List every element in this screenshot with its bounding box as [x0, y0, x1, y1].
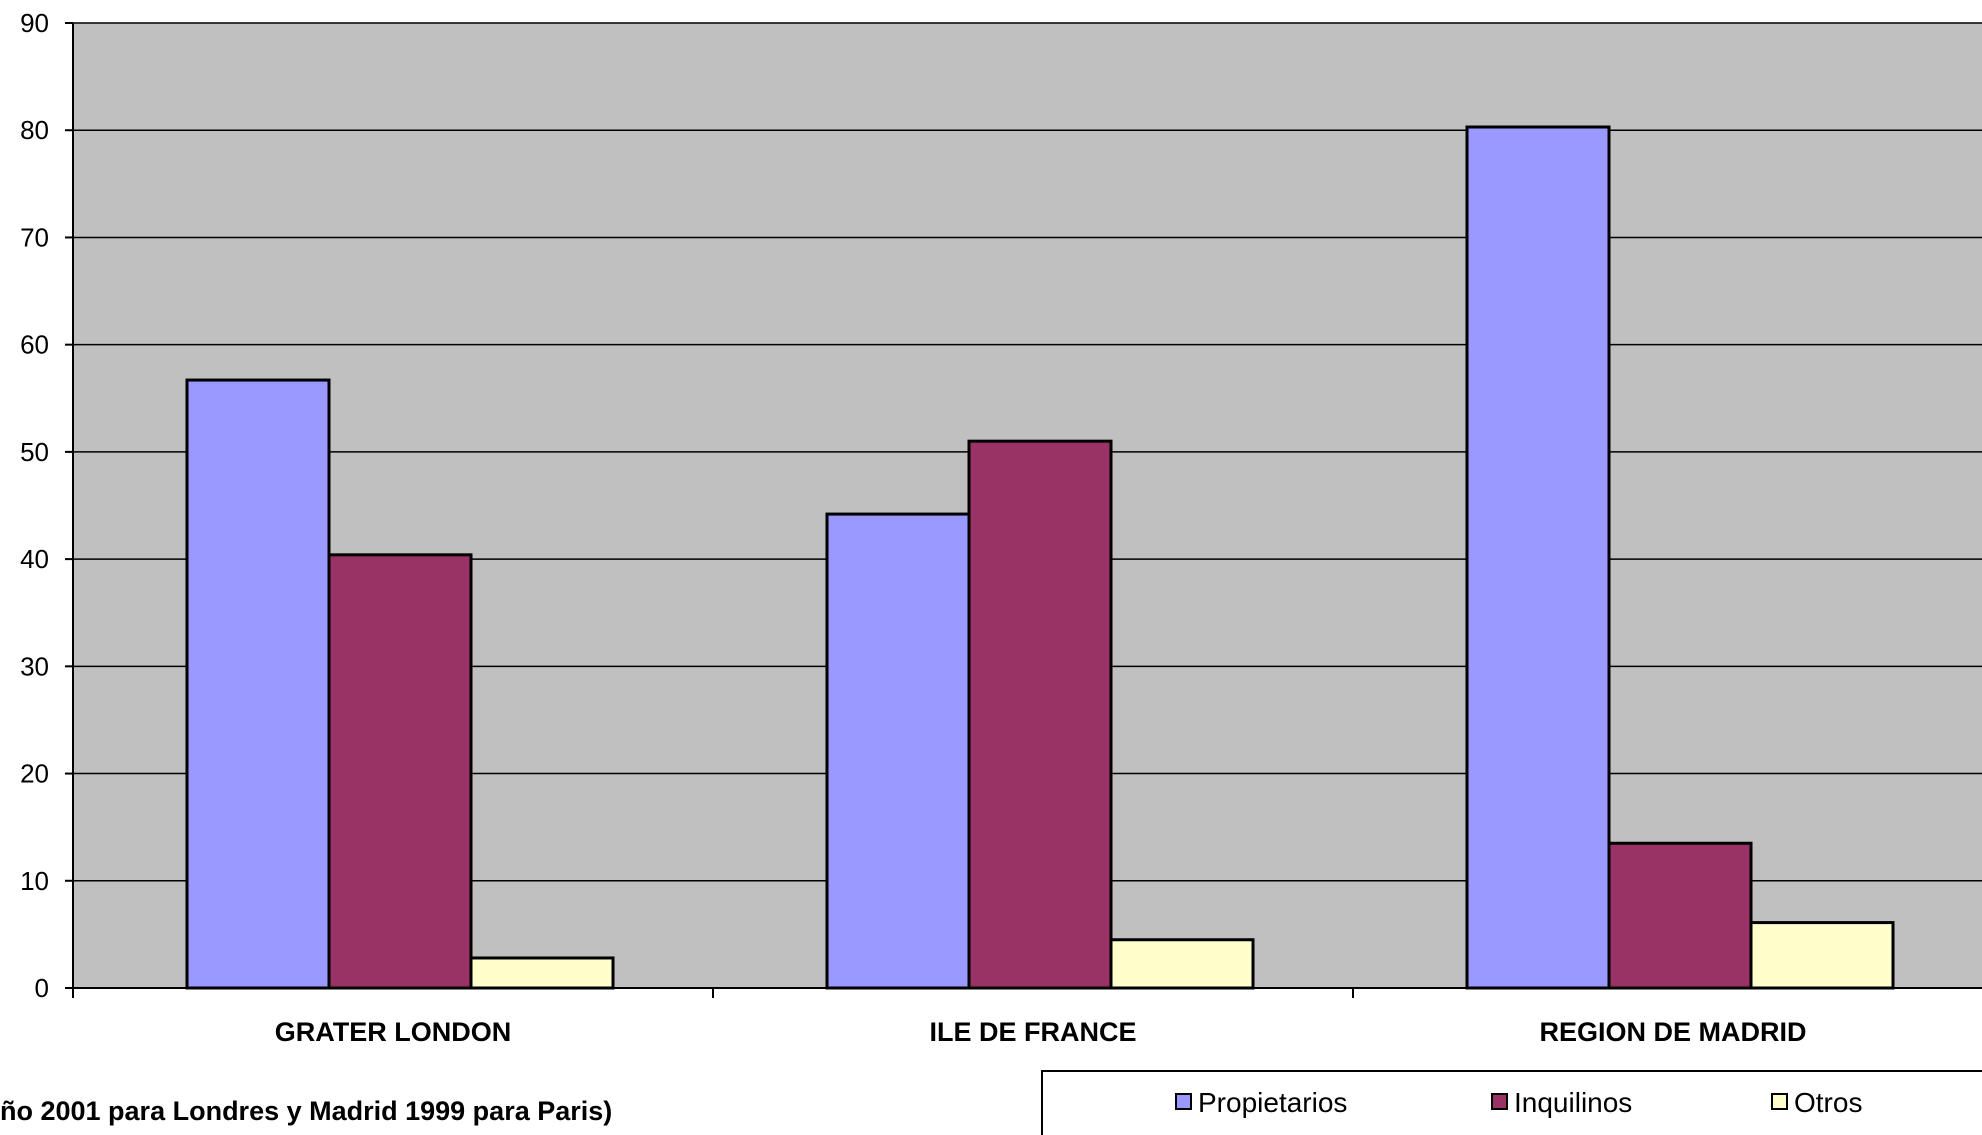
axes [72, 23, 1982, 998]
bar-propietarios-2 [1465, 125, 1611, 990]
y-tick-label: 40 [20, 544, 49, 574]
legend-swatch-inquilinos [1491, 1093, 1508, 1110]
y-tick-label: 90 [20, 8, 49, 38]
legend-label-propietarios: Propietarios [1198, 1087, 1347, 1118]
x-tick-label: GRATER LONDON [275, 1017, 512, 1047]
bar-inquilinos-0 [327, 553, 473, 990]
bar-otros-0 [469, 956, 615, 990]
category-labels: GRATER LONDON ILE DE FRANCE REGION DE MADR… [275, 1017, 1807, 1047]
legend-swatch-otros [1771, 1093, 1788, 1110]
y-tick-label: 30 [20, 651, 49, 681]
bar-propietarios-0 [185, 378, 331, 990]
x-tick-label: REGION DE MADRID [1539, 1017, 1806, 1047]
y-tick-label: 20 [20, 759, 49, 789]
legend-label-inquilinos: Inquilinos [1514, 1087, 1632, 1118]
legend: Propietarios Inquilinos Otros [1041, 1070, 1982, 1135]
footnote: ño 2001 para Londres y Madrid 1999 para … [0, 1096, 612, 1126]
y-tick-label: 80 [20, 115, 49, 145]
y-tick-labels: 0 10 20 30 40 50 60 70 80 90 [20, 8, 73, 1003]
y-tick-label: 70 [20, 222, 49, 252]
bar-inquilinos-2 [1607, 841, 1753, 990]
bar-otros-2 [1749, 921, 1895, 990]
bars [185, 125, 1895, 990]
legend-items: Propietarios Inquilinos Otros [1175, 1087, 1862, 1118]
legend-swatch-propietarios [1175, 1093, 1192, 1110]
y-tick-label: 60 [20, 330, 49, 360]
x-tick-label: ILE DE FRANCE [929, 1017, 1136, 1047]
y-tick-label: 0 [35, 973, 49, 1003]
bar-inquilinos-1 [967, 439, 1113, 990]
bar-otros-1 [1109, 938, 1255, 990]
y-tick-label: 10 [20, 866, 49, 896]
legend-label-otros: Otros [1794, 1087, 1862, 1118]
legend-box [1041, 1070, 1982, 1135]
bar-propietarios-1 [825, 512, 971, 990]
y-tick-label: 50 [20, 437, 49, 467]
